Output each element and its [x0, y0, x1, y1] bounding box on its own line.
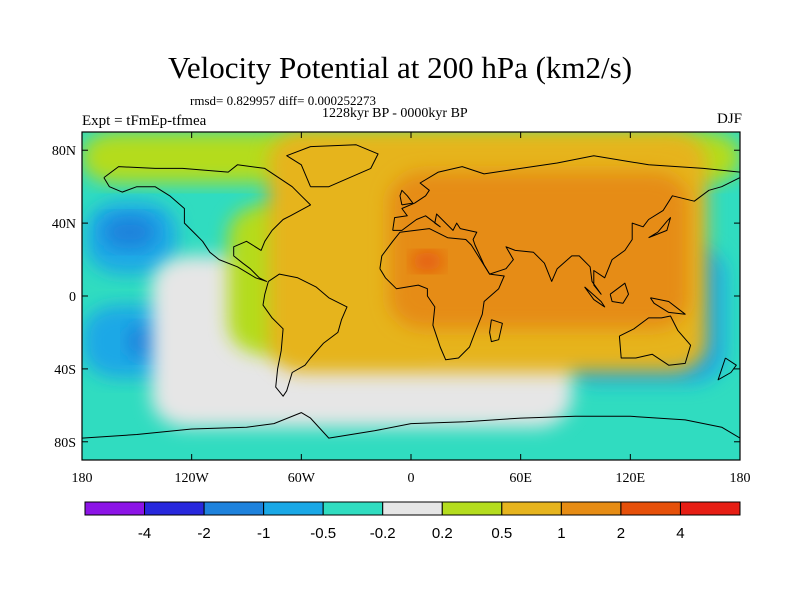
colorbar-label: -1	[257, 525, 270, 542]
colorbar-box	[203, 501, 265, 516]
colorbar-label: -4	[138, 525, 151, 542]
x-tick-label: 60E	[509, 471, 532, 486]
coastline-japan	[648, 217, 671, 239]
coastline-south-america	[262, 273, 348, 397]
field-region-africa-asia-high	[389, 172, 689, 329]
field-region-sahara-high-core	[412, 252, 443, 271]
colorbar-box	[382, 501, 443, 516]
colorbar-box	[679, 501, 741, 516]
colorbar-box	[144, 501, 205, 516]
x-tick-label: 180	[72, 471, 93, 486]
field-region-pacific-north-low-core	[103, 215, 156, 249]
x-tick-label: 120E	[616, 471, 646, 486]
coastline-antarctica	[82, 412, 740, 439]
coastline-greenland	[286, 144, 379, 188]
x-tick-label: 120W	[175, 471, 210, 486]
coastline-new-zealand	[717, 357, 737, 381]
contour-field	[82, 132, 740, 460]
y-tick-label: 40S	[54, 363, 76, 378]
colorbar-box	[560, 501, 622, 516]
y-tick-label: 80N	[52, 144, 76, 159]
colorbar-label: -0.5	[310, 525, 336, 542]
coastline-australia	[618, 315, 692, 366]
coastline-north-america	[103, 164, 311, 282]
colorbar-box	[441, 501, 503, 516]
coastline-borneo	[609, 282, 629, 304]
period-text: 1228kyr BP - 0000kyr BP	[322, 106, 468, 121]
coastlines	[82, 144, 740, 439]
colorbar-label: 0.5	[491, 525, 512, 542]
x-tick-label: 0	[408, 471, 415, 486]
colorbar-label: 2	[617, 525, 625, 542]
y-tick-label: 40N	[52, 217, 76, 232]
stats-text: rmsd= 0.829957 diff= 0.000252273	[190, 93, 376, 108]
colorbar-label: -2	[197, 525, 210, 542]
coastline-madagascar	[489, 319, 503, 343]
colorbar-box	[501, 501, 562, 516]
coastline-africa	[379, 228, 505, 361]
map-axes: 180 120W 60W 0 60E 120E 180 80N 40N 0 40S 80S	[52, 132, 751, 486]
colorbar-box	[620, 501, 681, 516]
coastline-new-guinea	[649, 297, 686, 315]
y-tick-label: 0	[69, 290, 76, 305]
colorbar: -4 -2 -1 -0.5 -0.2 0.2 0.5 1 2 4	[84, 501, 741, 542]
y-tick-label: 80S	[54, 436, 76, 451]
colorbar-label: 0.2	[432, 525, 453, 542]
colorbar-label: 1	[557, 525, 565, 542]
coastline-eurasia	[392, 155, 740, 295]
colorbar-label: -0.2	[370, 525, 396, 542]
colorbar-box	[263, 501, 324, 516]
colorbar-box	[322, 501, 384, 516]
coastline-sumatra	[584, 286, 606, 308]
x-tick-label: 60W	[288, 471, 316, 486]
colorbar-box	[84, 501, 146, 516]
season-label: DJF	[716, 111, 742, 127]
experiment-label: Expt = tFmEp-tfmea	[82, 113, 207, 129]
map-panel	[81, 131, 741, 461]
x-tick-label: 180	[730, 471, 751, 486]
coastline-british-isles	[399, 189, 414, 206]
plot-title: Velocity Potential at 200 hPa (km2/s)	[167, 50, 633, 85]
colorbar-label: 4	[676, 525, 684, 542]
